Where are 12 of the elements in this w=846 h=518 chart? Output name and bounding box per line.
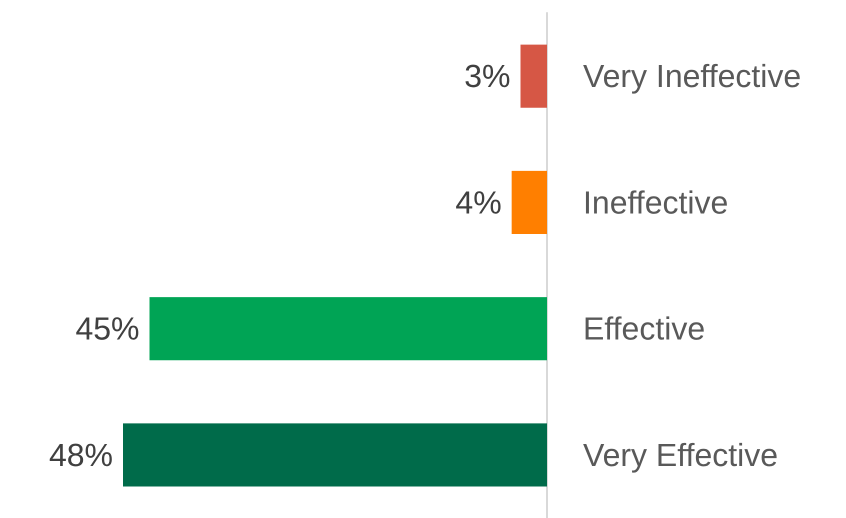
bar: [123, 423, 547, 486]
data-label: 4%: [455, 184, 502, 220]
data-label: 48%: [48, 436, 113, 473]
bar: [512, 170, 547, 234]
y-tick-label: Very Ineffective: [583, 58, 802, 94]
bar: [520, 44, 547, 108]
y-tick-label: Ineffective: [583, 184, 728, 220]
y-tick-label: Very Effective: [583, 436, 778, 473]
data-label: 45%: [75, 310, 140, 347]
data-label: 3%: [464, 58, 510, 94]
y-tick-label: Effective: [583, 310, 706, 347]
bar: [150, 297, 547, 360]
